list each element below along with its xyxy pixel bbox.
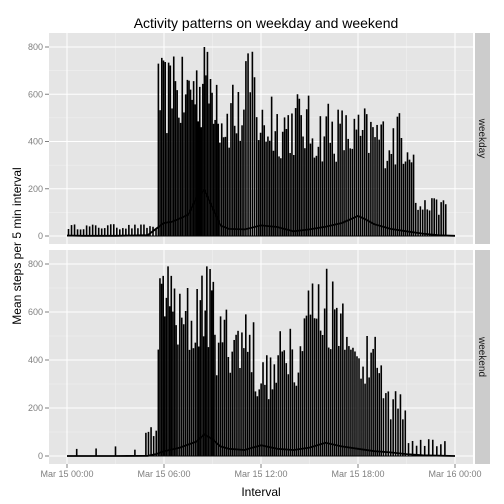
y-tick-label: 0 — [38, 231, 43, 241]
y-tick-label: 200 — [28, 403, 43, 413]
x-tick-label: Mar 15 00:00 — [40, 469, 93, 479]
y-axis-title: Mean steps per 5 min interval — [10, 167, 24, 324]
panel-weekday: 0 200 400 600 800 weekday — [28, 33, 490, 244]
y-tick-label: 0 — [38, 451, 43, 461]
x-tick-label: Mar 15 12:00 — [234, 469, 287, 479]
y-tick-label: 600 — [28, 307, 43, 317]
mean-line — [66, 188, 456, 237]
y-tick-label: 800 — [28, 259, 43, 269]
panels-group: 0 200 400 600 800 weekday 0 200 400 600 800 weekend — [28, 33, 490, 464]
series-spikes — [67, 47, 447, 236]
x-tick-label: Mar 15 18:00 — [331, 469, 384, 479]
y-tick-label: 800 — [28, 42, 43, 52]
y-tick-label: 600 — [28, 89, 43, 99]
x-axis-title: Interval — [241, 485, 280, 499]
strip-background — [475, 250, 490, 464]
y-tick-label: 200 — [28, 184, 43, 194]
strip-background — [475, 33, 490, 244]
y-tick-label: 400 — [28, 137, 43, 147]
mean-line — [67, 433, 456, 457]
panel-weekend: 0 200 400 600 800 weekend — [28, 250, 490, 464]
x-tick-label: Mar 16 00:00 — [428, 469, 481, 479]
y-tick-label: 400 — [28, 355, 43, 365]
strip-label-weekend: weekend — [476, 336, 487, 377]
x-tick-label: Mar 15 06:00 — [137, 469, 190, 479]
series-spikes — [75, 266, 446, 456]
strip-label-weekday: weekday — [476, 118, 487, 158]
chart-title: Activity patterns on weekday and weekend — [134, 15, 399, 31]
x-axis: Mar 15 00:00 Mar 15 06:00 Mar 15 12:00 Mar … — [40, 464, 482, 479]
